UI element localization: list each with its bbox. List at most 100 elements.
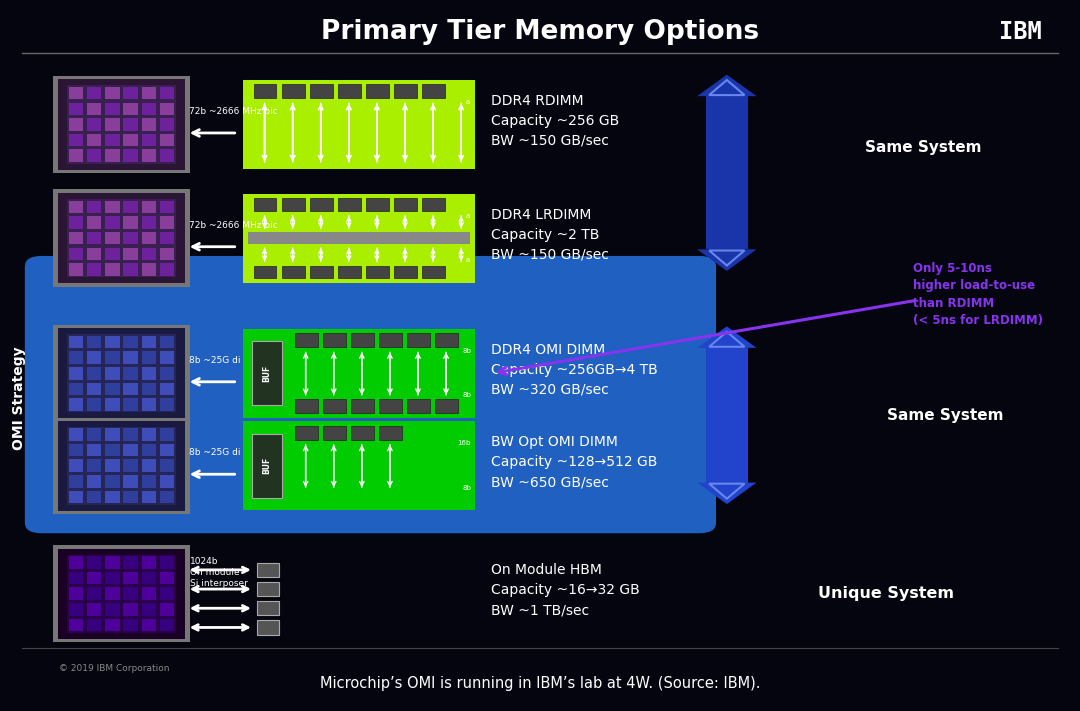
Bar (86, 367, 102, 380)
Bar (323, 425, 346, 439)
Bar (67, 85, 176, 164)
Bar (351, 425, 374, 439)
Text: Same System: Same System (865, 140, 982, 156)
Bar (257, 582, 279, 596)
Bar (69, 444, 83, 456)
Bar (252, 341, 282, 405)
Bar (69, 201, 83, 213)
Bar (706, 348, 747, 483)
Bar (257, 563, 279, 577)
Bar (86, 216, 102, 229)
Text: Only 5-10ns
higher load-to-use
than RDIMM
(< 5ns for LRDIMM): Only 5-10ns higher load-to-use than RDIM… (913, 262, 1042, 327)
Bar (123, 336, 138, 348)
Bar (366, 198, 389, 210)
Bar (123, 619, 138, 631)
Bar (422, 198, 445, 210)
Bar (86, 428, 102, 441)
Text: 72b ~2666 MHz bic: 72b ~2666 MHz bic (189, 107, 278, 116)
Bar (141, 603, 157, 616)
Bar (295, 333, 318, 348)
Bar (69, 102, 83, 115)
Bar (160, 201, 174, 213)
Bar (141, 475, 157, 488)
Bar (105, 351, 120, 364)
Bar (310, 85, 333, 99)
Bar (160, 102, 174, 115)
Bar (257, 602, 279, 615)
Text: 8b: 8b (462, 485, 471, 491)
Text: a: a (465, 213, 470, 219)
Text: BUF: BUF (262, 457, 271, 474)
Bar (160, 134, 174, 146)
Bar (160, 336, 174, 348)
Bar (123, 556, 138, 569)
Text: On Module HBM
Capacity ~16→32 GB
BW ~1 TB/sec: On Module HBM Capacity ~16→32 GB BW ~1 T… (491, 563, 640, 617)
Bar (86, 475, 102, 488)
Bar (86, 149, 102, 162)
Bar (123, 444, 138, 456)
Bar (105, 149, 120, 162)
Text: 8b: 8b (462, 392, 471, 398)
Bar (394, 265, 417, 278)
Bar (435, 333, 458, 348)
Bar (123, 428, 138, 441)
Bar (338, 265, 361, 278)
Bar (86, 459, 102, 472)
Bar (69, 428, 83, 441)
Bar (123, 475, 138, 488)
Bar (123, 367, 138, 380)
Bar (86, 444, 102, 456)
Bar (69, 232, 83, 245)
Text: DDR4 RDIMM
Capacity ~256 GB
BW ~150 GB/sec: DDR4 RDIMM Capacity ~256 GB BW ~150 GB/s… (491, 94, 620, 148)
Bar (323, 333, 346, 348)
Bar (123, 87, 138, 100)
Bar (67, 555, 176, 633)
Bar (123, 149, 138, 162)
Bar (86, 102, 102, 115)
Bar (160, 383, 174, 395)
Bar (123, 587, 138, 600)
Bar (86, 587, 102, 600)
Bar (252, 434, 282, 498)
Bar (141, 201, 157, 213)
Bar (69, 603, 83, 616)
Bar (123, 118, 138, 131)
Bar (351, 400, 374, 414)
Text: DDR4 LRDIMM
Capacity ~2 TB
BW ~150 GB/sec: DDR4 LRDIMM Capacity ~2 TB BW ~150 GB/se… (491, 208, 609, 262)
Bar (160, 367, 174, 380)
Bar (160, 149, 174, 162)
Bar (366, 265, 389, 278)
Bar (86, 603, 102, 616)
Bar (86, 118, 102, 131)
Text: Same System: Same System (887, 408, 1003, 424)
Bar (67, 334, 176, 412)
Bar (295, 425, 318, 439)
Bar (160, 603, 174, 616)
Bar (141, 118, 157, 131)
Bar (105, 475, 120, 488)
Bar (123, 572, 138, 584)
Bar (86, 201, 102, 213)
Bar (69, 572, 83, 584)
FancyBboxPatch shape (53, 189, 190, 287)
Bar (69, 383, 83, 395)
Bar (141, 149, 157, 162)
FancyBboxPatch shape (58, 549, 185, 638)
Bar (86, 383, 102, 395)
Bar (123, 134, 138, 146)
Bar (123, 216, 138, 229)
Bar (105, 102, 120, 115)
Bar (86, 619, 102, 631)
Bar (86, 336, 102, 348)
Bar (69, 134, 83, 146)
Bar (69, 263, 83, 276)
Bar (141, 383, 157, 395)
Polygon shape (698, 250, 756, 271)
Bar (243, 193, 475, 282)
Bar (105, 118, 120, 131)
Bar (160, 444, 174, 456)
Bar (141, 263, 157, 276)
Bar (407, 400, 430, 414)
Bar (86, 351, 102, 364)
Bar (105, 367, 120, 380)
